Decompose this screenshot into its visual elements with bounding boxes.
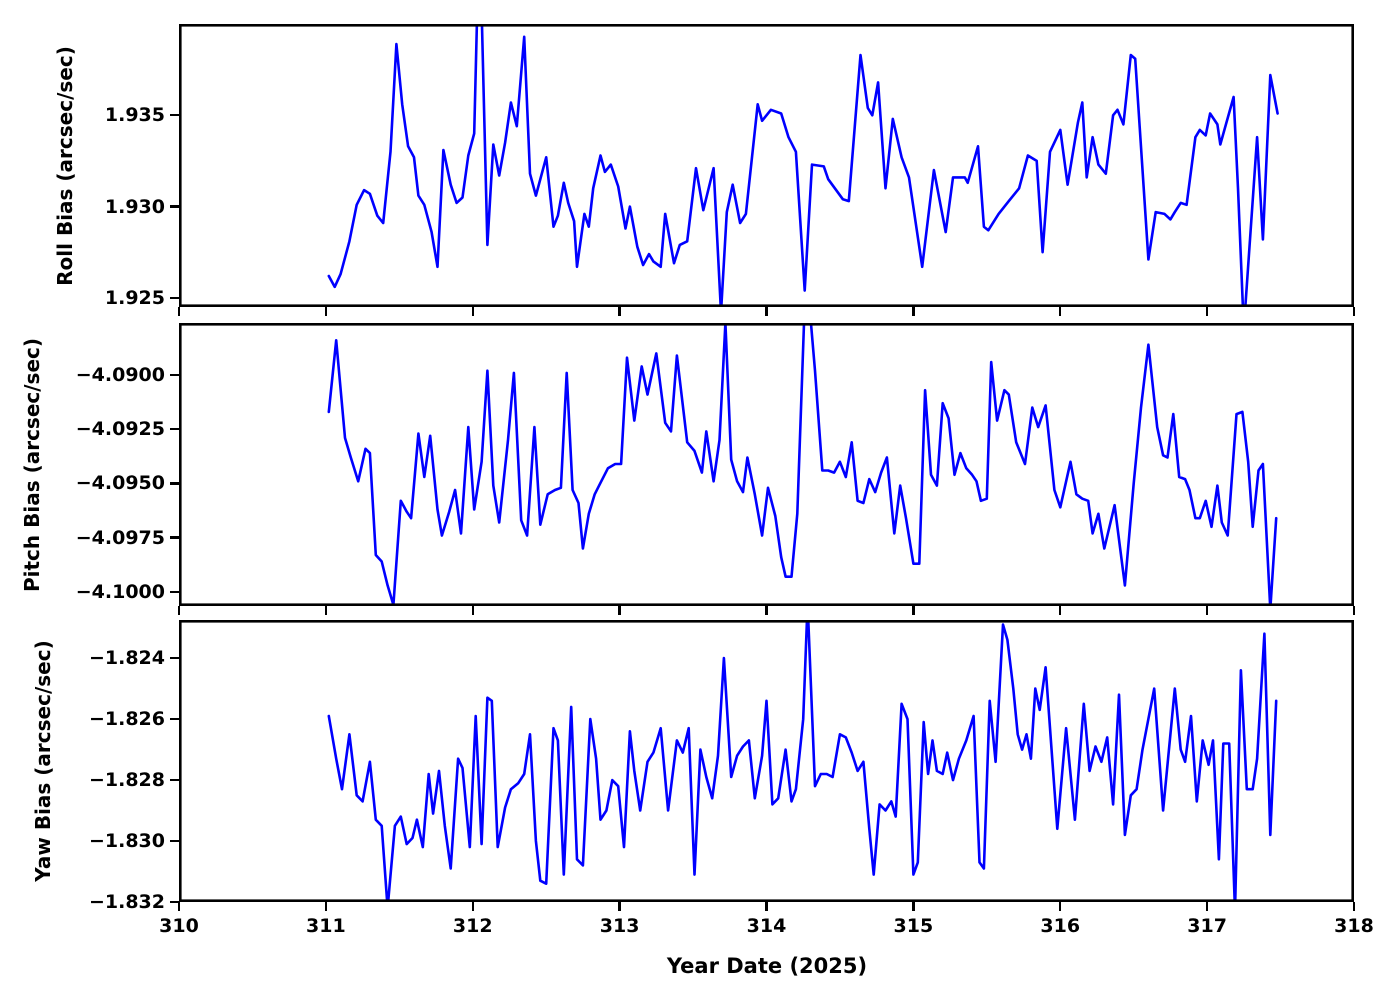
- x-axis-tick-label: 310: [159, 915, 199, 937]
- yaw-bias-panel: [179, 620, 1354, 902]
- yaw-bias-panel-xtick: [1059, 902, 1062, 911]
- yaw-bias-panel-xtick: [324, 902, 328, 911]
- x-axis-tick-label: 314: [746, 915, 787, 937]
- roll-bias-panel-xtick: [618, 307, 621, 316]
- pitch-bias-panel-ytick-label: −4.0975: [75, 526, 165, 549]
- pitch-bias-panel-ytick-label: −4.0950: [75, 472, 165, 495]
- pitch-bias-panel-ytick-label: −4.1000: [75, 580, 165, 603]
- pitch-bias-panel-ytick: [170, 482, 179, 485]
- yaw-bias-panel-xtick: [765, 902, 768, 911]
- pitch-bias-panel-xtick: [1059, 606, 1062, 615]
- roll-bias-panel-xtick: [1352, 307, 1356, 316]
- pitch-bias-panel-xtick: [324, 606, 328, 615]
- roll-bias-panel-data-line: [327, 24, 1279, 307]
- roll-bias-panel-ytick: [170, 114, 179, 117]
- x-axis-tick-label: 317: [1187, 915, 1227, 937]
- yaw-bias-panel-xtick: [471, 902, 474, 911]
- roll-bias-panel-ytick: [170, 296, 179, 300]
- pitch-bias-panel-xtick: [1205, 606, 1209, 615]
- roll-bias-panel-xtick: [324, 307, 328, 316]
- x-axis-tick-label: 313: [599, 915, 640, 937]
- roll-bias-y-axis-title: Roll Bias (arcsec/sec): [50, 24, 80, 307]
- pitch-bias-y-axis-title-text: Pitch Bias (arcsec/sec): [20, 337, 45, 592]
- roll-bias-panel-xtick: [471, 307, 474, 316]
- pitch-bias-panel-xtick: [177, 606, 181, 615]
- yaw-bias-panel-xtick: [912, 902, 915, 911]
- yaw-bias-panel-frame: [179, 620, 1354, 902]
- pitch-bias-panel-xtick: [618, 606, 621, 615]
- pitch-bias-panel-frame: [179, 323, 1354, 606]
- pitch-bias-panel-xtick: [765, 606, 768, 615]
- pitch-bias-panel-data-line: [327, 323, 1278, 606]
- yaw-bias-panel-ytick-label: −1.826: [88, 708, 165, 731]
- yaw-bias-panel-ytick-label: −1.832: [88, 891, 165, 913]
- x-axis-tick-label: 311: [306, 915, 346, 937]
- pitch-bias-panel-ytick: [170, 536, 179, 539]
- pitch-bias-panel-ytick-label: −4.0900: [75, 364, 165, 387]
- roll-bias-panel-ytick-label: 1.925: [104, 286, 165, 309]
- x-axis-tick-label: 316: [1040, 915, 1081, 937]
- yaw-bias-panel-xtick: [618, 902, 621, 911]
- yaw-bias-panel-ytick-label: −1.828: [88, 769, 165, 792]
- x-axis-tick-label: 315: [893, 915, 934, 937]
- yaw-bias-y-axis-title: Yaw Bias (arcsec/sec): [28, 620, 58, 902]
- pitch-bias-panel-xtick: [912, 606, 915, 615]
- yaw-bias-panel-ytick: [170, 717, 179, 721]
- pitch-bias-panel-ytick: [170, 428, 179, 431]
- roll-bias-panel: [179, 24, 1354, 307]
- roll-bias-panel-xtick: [177, 307, 181, 316]
- roll-bias-panel-xtick: [765, 307, 768, 316]
- yaw-bias-panel-ytick: [170, 778, 179, 782]
- roll-bias-panel-xtick: [912, 307, 915, 316]
- x-axis-title: Year Date (2025): [666, 954, 868, 978]
- pitch-bias-y-axis-title: Pitch Bias (arcsec/sec): [17, 323, 47, 606]
- roll-bias-panel-xtick: [1205, 307, 1209, 316]
- roll-bias-panel-xtick: [1059, 307, 1062, 316]
- pitch-bias-panel: [179, 323, 1354, 606]
- roll-bias-panel-ytick-label: 1.935: [104, 104, 165, 127]
- pitch-bias-panel-ytick: [170, 373, 179, 377]
- roll-bias-y-axis-title-text: Roll Bias (arcsec/sec): [53, 45, 78, 286]
- pitch-bias-panel-ytick-label: −4.0925: [75, 418, 165, 441]
- yaw-bias-panel-ytick-label: −1.824: [88, 647, 165, 670]
- x-axis-tick-label: 318: [1334, 915, 1374, 937]
- yaw-bias-panel-xtick: [177, 902, 181, 911]
- roll-bias-panel-ytick-label: 1.930: [104, 195, 165, 218]
- pitch-bias-panel-xtick: [471, 606, 474, 615]
- yaw-bias-panel-data-line: [327, 620, 1278, 902]
- pitch-bias-panel-ytick: [170, 590, 179, 594]
- yaw-bias-panel-ytick: [170, 900, 179, 904]
- yaw-bias-panel-xtick: [1352, 902, 1356, 911]
- yaw-bias-panel-xtick: [1205, 902, 1209, 911]
- pitch-bias-panel-xtick: [1352, 606, 1356, 615]
- yaw-bias-y-axis-title-text: Yaw Bias (arcsec/sec): [31, 640, 55, 882]
- roll-bias-panel-frame: [179, 24, 1354, 307]
- x-axis-tick-label: 312: [452, 915, 493, 937]
- yaw-bias-panel-ytick: [170, 839, 179, 843]
- roll-bias-panel-ytick: [170, 205, 179, 208]
- yaw-bias-panel-ytick-label: −1.830: [88, 830, 165, 853]
- yaw-bias-panel-ytick: [170, 656, 179, 660]
